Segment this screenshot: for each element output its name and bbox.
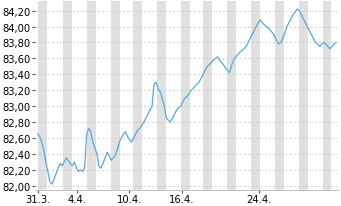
Bar (157, 2, 166, 190)
Bar (38, 2, 47, 190)
Bar (63, 2, 72, 190)
Bar (251, 2, 260, 190)
Bar (87, 2, 96, 190)
Bar (111, 2, 120, 190)
Bar (181, 2, 190, 190)
Bar (275, 2, 284, 190)
Bar (203, 2, 212, 190)
Bar (133, 2, 142, 190)
Bar (227, 2, 236, 190)
Bar (299, 2, 308, 190)
Bar (323, 2, 331, 190)
